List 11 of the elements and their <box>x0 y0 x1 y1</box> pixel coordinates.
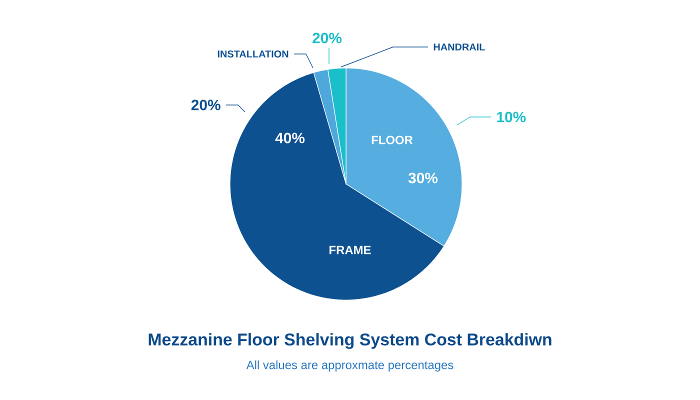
text: Mezzanine Floor Shelving System Cost Breakdiwn <box>148 333 552 349</box>
text: 20% <box>191 100 220 110</box>
text: 10% <box>497 112 526 122</box>
slice-label: INSTALLATION <box>218 50 288 58</box>
text: 30% <box>408 172 438 184</box>
text: All values are approxmate percentages <box>246 360 454 372</box>
slice-label: FRAME <box>330 246 371 254</box>
slice-label: HANDRAIL <box>434 44 485 50</box>
text: 40% <box>275 132 305 144</box>
slice-label: FLOOR <box>372 136 413 144</box>
text: 20% <box>312 32 342 44</box>
